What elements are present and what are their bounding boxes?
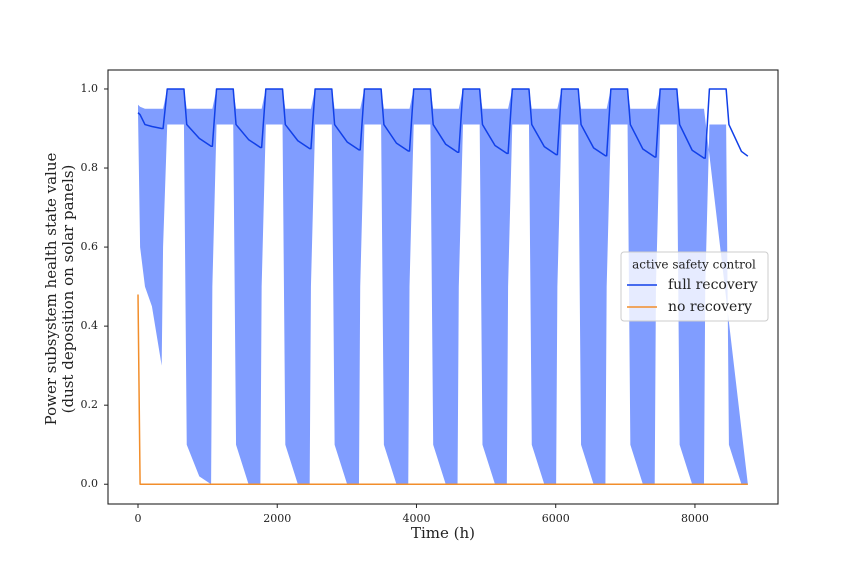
plot-area: [137, 88, 749, 485]
y-tick-label: 0.4: [81, 319, 99, 332]
x-tick-label: 4000: [402, 512, 430, 525]
y-axis-label: (dust deposition on solar panels): [59, 165, 77, 414]
legend-label: no recovery: [668, 299, 752, 315]
axes-frame: [107, 69, 779, 505]
legend: active safety control full recovery no re…: [620, 251, 769, 322]
confidence-band: [138, 88, 748, 485]
y-tick-label: 0.0: [81, 477, 99, 490]
y-tick-label: 0.6: [81, 240, 99, 253]
series-line: [137, 294, 748, 485]
y-tick-label: 1.0: [81, 82, 99, 95]
y-tick-label: 0.2: [81, 398, 99, 411]
series-line: [137, 88, 749, 159]
legend-box: [620, 251, 769, 322]
x-tick-label: 0: [135, 512, 142, 525]
x-axis-label: Time (h): [411, 524, 475, 542]
y-tick-label: 0.8: [81, 161, 99, 174]
legend-label: full recovery: [668, 277, 758, 293]
y-axis-label: Power subsystem health state value: [42, 153, 60, 426]
x-tick-label: 6000: [542, 512, 570, 525]
x-tick-label: 8000: [681, 512, 709, 525]
legend-title: active safety control: [632, 258, 756, 272]
x-tick-label: 2000: [263, 512, 291, 525]
